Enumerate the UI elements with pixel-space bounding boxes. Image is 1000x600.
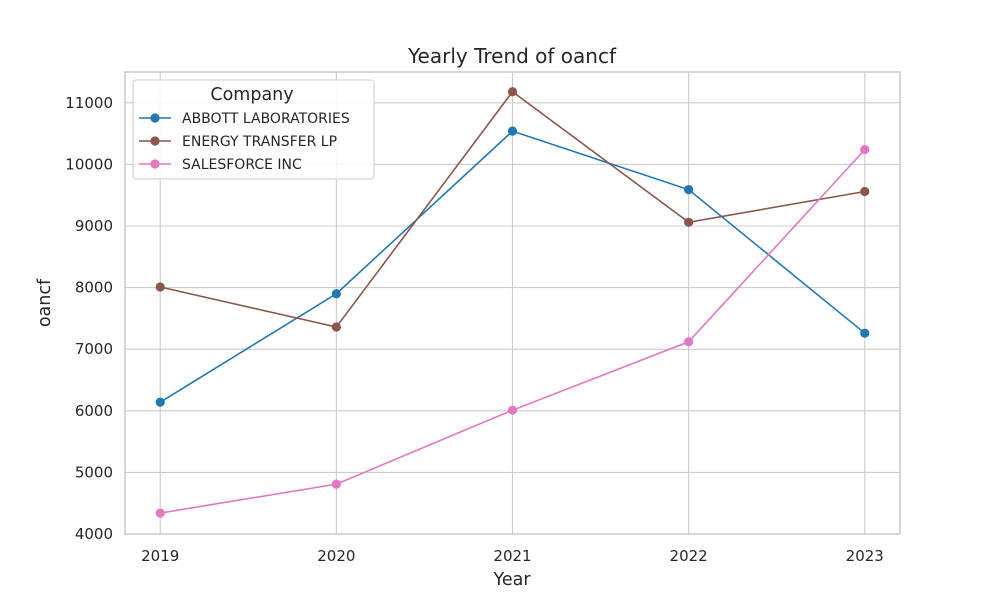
- data-point: [507, 126, 518, 136]
- y-tick-label: 4000: [75, 525, 113, 543]
- legend-item: SALESFORCE INC: [139, 157, 302, 173]
- x-tick-label: 2021: [493, 547, 531, 565]
- legend-item: ENERGY TRANSFER LP: [139, 134, 337, 150]
- data-point: [155, 508, 165, 518]
- data-point: [860, 328, 870, 338]
- data-point: [860, 145, 870, 155]
- legend-label: ABBOTT LABORATORIES: [182, 111, 350, 127]
- series-2: [155, 145, 870, 518]
- series-1: [155, 87, 870, 332]
- legend: Company ABBOTT LABORATORIES ENERGY TRANSF…: [132, 79, 375, 180]
- x-tick-label: 2020: [317, 547, 355, 565]
- y-tick-label: 6000: [75, 402, 113, 420]
- data-point: [860, 186, 870, 197]
- y-tick-label: 9000: [75, 217, 113, 235]
- legend-title: Company: [210, 85, 293, 105]
- y-tick-label: 5000: [75, 463, 113, 481]
- grid: [125, 72, 900, 535]
- tick-labels: 4000 5000 6000 7000 8000 9000 10000 11000 2019 20…: [65, 94, 884, 565]
- legend-item: ABBOTT LABORATORIES: [139, 111, 350, 127]
- legend-swatch-marker: [150, 159, 160, 169]
- chart-title: Yearly Trend of oancf: [407, 44, 617, 68]
- data-point: [684, 185, 694, 195]
- legend-swatch-marker: [150, 113, 160, 123]
- x-axis-title: Year: [492, 570, 531, 590]
- x-tick-label: 2019: [141, 547, 179, 565]
- legend-swatch-marker: [150, 136, 160, 146]
- legend-box: [132, 79, 375, 180]
- series-layer: [155, 87, 870, 518]
- data-point: [684, 217, 694, 227]
- data-point: [331, 289, 341, 299]
- data-point: [331, 322, 341, 332]
- series-0: [155, 126, 870, 407]
- y-tick-label: 11000: [65, 94, 113, 112]
- y-axis-title: oancf: [35, 278, 55, 327]
- y-tick-label: 10000: [65, 155, 113, 173]
- data-point: [507, 405, 518, 415]
- data-point: [684, 337, 694, 347]
- x-tick-label: 2022: [670, 547, 708, 565]
- data-point: [507, 87, 518, 97]
- x-tick-label: 2023: [846, 547, 884, 565]
- y-tick-label: 7000: [75, 340, 113, 358]
- data-point: [331, 479, 341, 489]
- legend-items: ABBOTT LABORATORIES ENERGY TRANSFER LP SAL…: [139, 111, 350, 173]
- y-tick-label: 8000: [75, 279, 113, 297]
- legend-label: ENERGY TRANSFER LP: [182, 134, 337, 150]
- legend-label: SALESFORCE INC: [182, 157, 302, 173]
- plot-area-frame: [124, 71, 901, 535]
- data-point: [155, 397, 165, 407]
- data-point: [155, 282, 165, 292]
